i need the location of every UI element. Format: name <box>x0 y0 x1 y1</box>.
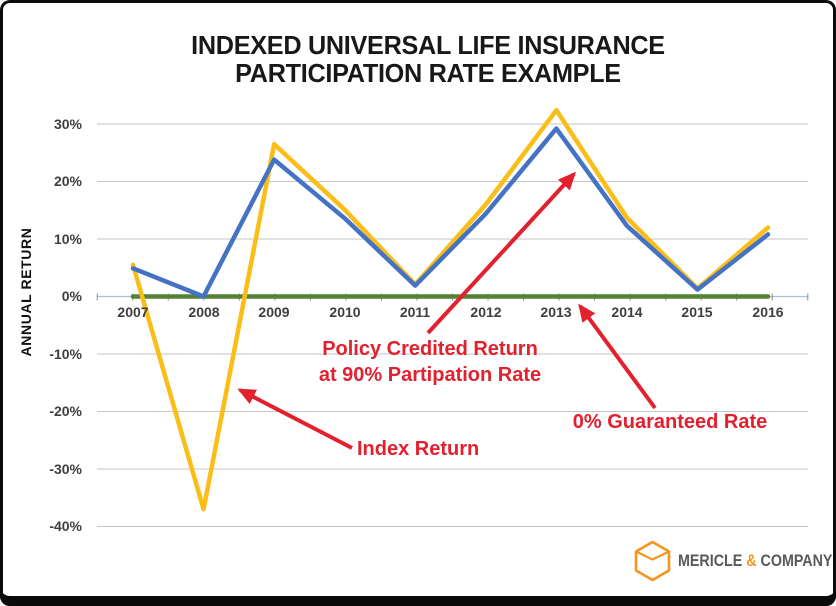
index-arrow <box>237 388 353 450</box>
policy-credited-return-label-line1: Policy Credited Return <box>322 338 538 360</box>
y-tick-label-0: 0% <box>61 288 82 304</box>
x-tick-label-2007: 2007 <box>117 304 149 320</box>
gridlines <box>97 123 808 527</box>
y-tick-label-neg20: -20% <box>49 403 82 419</box>
x-tick-label-2012: 2012 <box>470 304 502 320</box>
y-tick-label-neg30: -30% <box>49 461 82 477</box>
chart-title-line1: INDEXED UNIVERSAL LIFE INSURANCE <box>191 30 665 60</box>
logo-word1: MERICLE <box>678 551 743 570</box>
policy-arrow <box>426 171 577 335</box>
chart-title-line2: PARTICIPATION RATE EXAMPLE <box>235 58 621 88</box>
guaranteed-rate-label: 0% Guaranteed Rate <box>572 411 768 433</box>
annotation-arrows <box>237 171 657 450</box>
index-return-label: Index Return <box>357 438 480 460</box>
x-tick-label-2009: 2009 <box>258 304 290 320</box>
y-tick-label-neg40: -40% <box>49 518 82 534</box>
series-line-1 <box>130 126 771 299</box>
logo-ampersand: & <box>746 551 757 570</box>
y-tick-label-20: 20% <box>53 173 82 189</box>
hexagon-box-icon <box>634 540 671 582</box>
policy-credited-return-label-line2: at 90% Partipation Rate <box>318 364 542 386</box>
y-tick-label-30: 30% <box>53 116 82 132</box>
logo-wordmark: MERICLE & COMPANY <box>678 551 832 571</box>
x-tick-label-2013: 2013 <box>540 304 572 320</box>
y-tick-label-10: 10% <box>53 231 82 247</box>
logo-word2: COMPANY <box>760 551 833 570</box>
mericle-company-logo: MERICLE & COMPANY <box>634 540 836 582</box>
policy-credited-return-label: Policy Credited Return at 90% Partipatio… <box>278 336 582 388</box>
x-tick-label-2008: 2008 <box>188 304 220 320</box>
x-tick-label-2011: 2011 <box>399 304 431 320</box>
guaranteed-arrow <box>578 303 657 410</box>
x-tick-label-2016: 2016 <box>752 304 784 320</box>
x-tick-label-2010: 2010 <box>329 304 361 320</box>
x-tick-label-2014: 2014 <box>611 304 643 320</box>
series-line-0 <box>130 107 771 512</box>
x-tick-label-2015: 2015 <box>681 304 713 320</box>
data-series-lines <box>130 107 771 512</box>
y-tick-label-neg10: -10% <box>49 346 82 362</box>
